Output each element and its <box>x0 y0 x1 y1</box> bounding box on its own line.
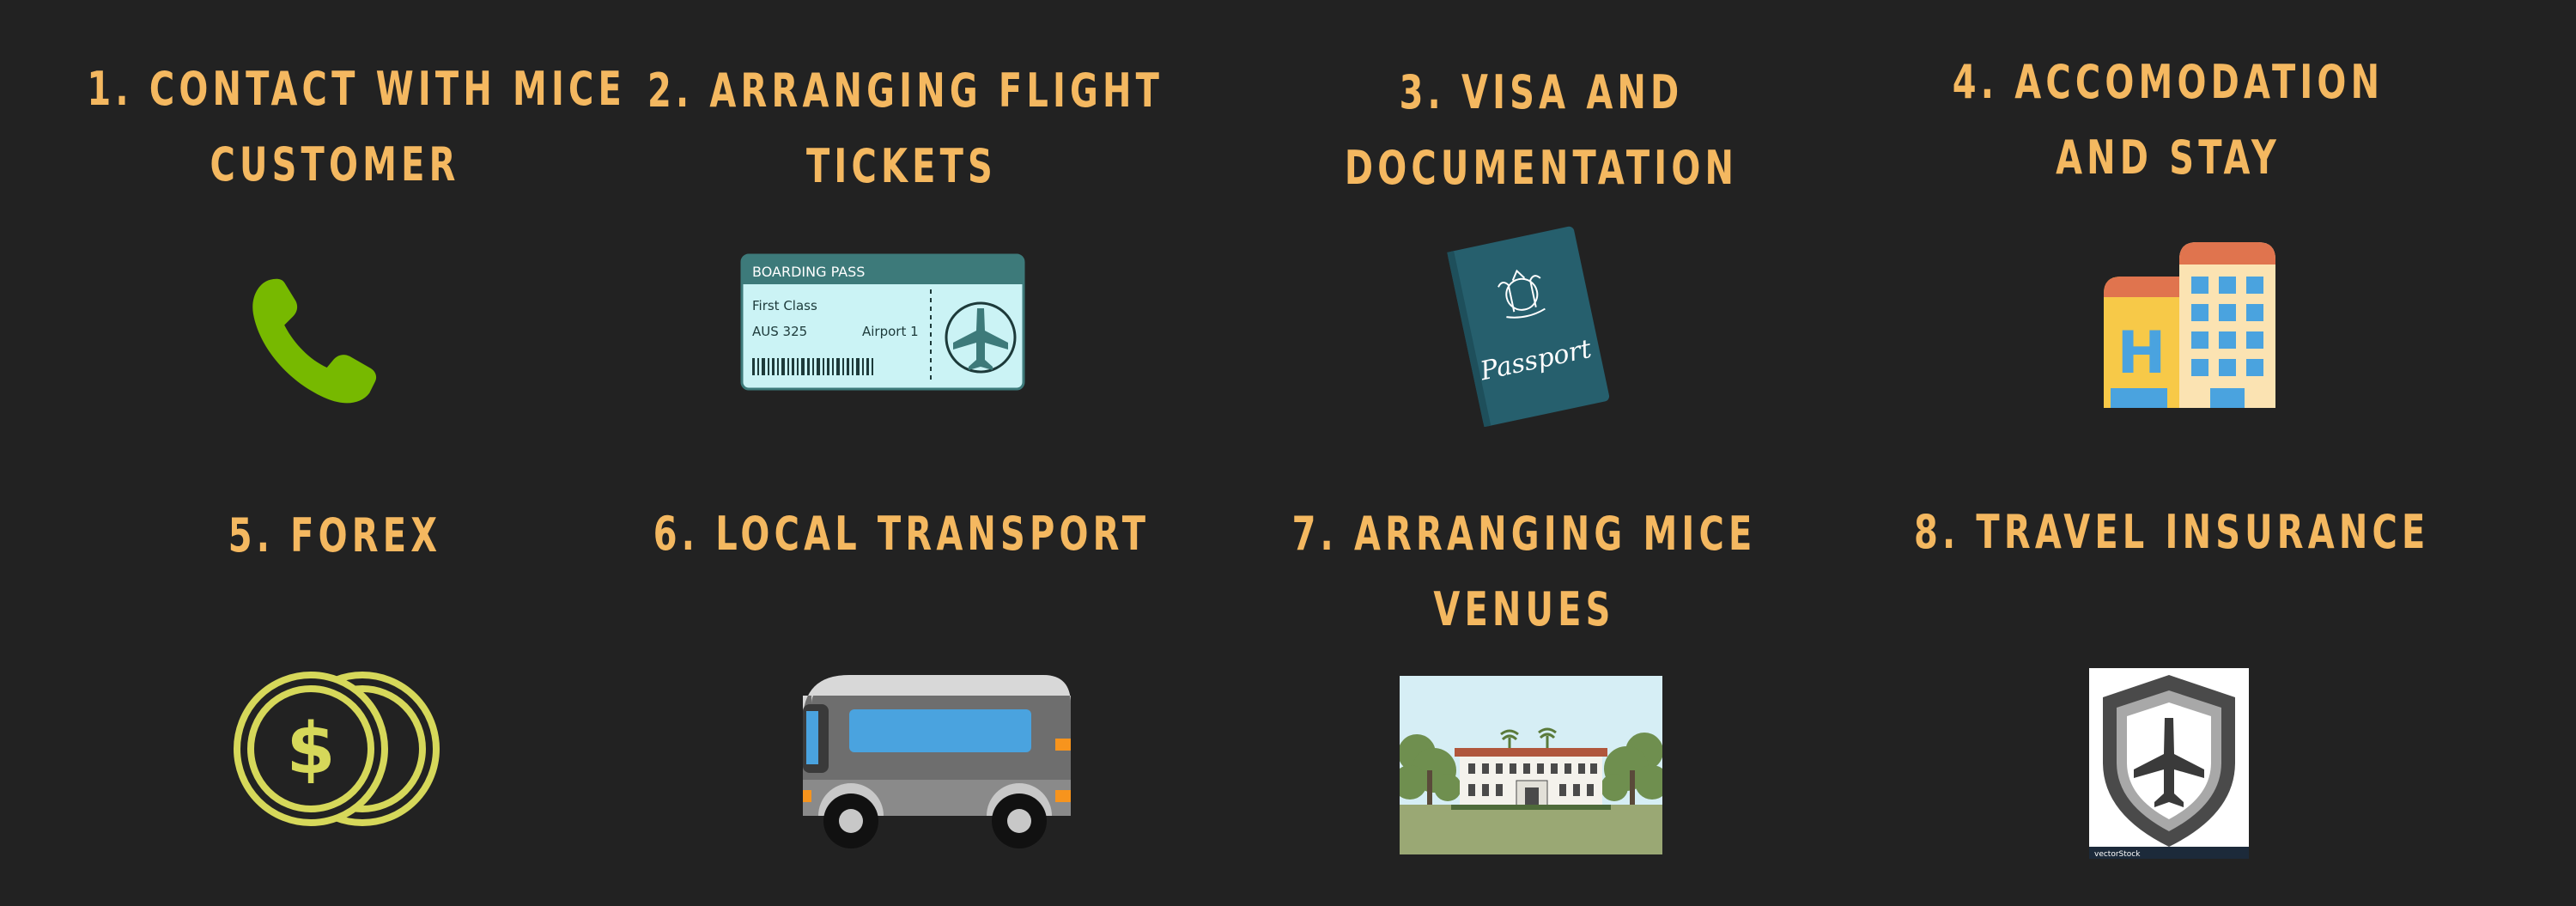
service-title-visa: 3. VISA AND DOCUMENTATION <box>1287 55 1795 206</box>
service-title-line: CUSTOMER <box>210 137 460 192</box>
phone-icon <box>245 266 386 412</box>
service-title-line: 3. VISA AND <box>1399 65 1684 119</box>
service-title-line: TICKETS <box>805 139 997 193</box>
dollar-symbol: $ <box>286 708 335 790</box>
trees <box>1400 733 1662 801</box>
barcode <box>752 358 873 375</box>
service-title-line: 4. ACCOMODATION <box>1952 55 2385 109</box>
airplane-icon <box>2134 718 2204 807</box>
coins-icon: $ <box>230 668 443 830</box>
passport-icon: Passport <box>1438 225 1619 427</box>
service-title-line: 5. FOREX <box>228 508 442 562</box>
service-title-transport: 6. LOCAL TRANSPORT <box>647 496 1156 572</box>
service-title-insurance: 8. TRAVEL INSURANCE <box>1914 495 2430 570</box>
watermark: vectorStock <box>2094 850 2141 859</box>
airplane-icon <box>953 308 1008 370</box>
hotel-icon: H <box>2104 242 2275 408</box>
service-title-contact: 1. CONTACT WITH MICE CUSTOMER <box>87 52 627 203</box>
shield-airplane-icon: vectorStock <box>2089 668 2249 859</box>
service-title-forex: 5. FOREX <box>87 498 582 574</box>
service-title-line: 7. ARRANGING MICE <box>1291 507 1757 561</box>
venue-windows <box>1468 763 1597 796</box>
emblem-icon <box>1498 269 1546 319</box>
boarding-pass-gate: Airport 1 <box>862 324 919 339</box>
hotel-windows <box>2191 277 2263 408</box>
service-title-line: VENUES <box>1433 582 1615 636</box>
hotel-sign: H <box>2117 319 2166 387</box>
venue-image <box>1400 676 1662 854</box>
service-title-line: 8. TRAVEL INSURANCE <box>1914 505 2430 559</box>
boarding-pass-class: First Class <box>752 298 817 313</box>
service-title-line: 6. LOCAL TRANSPORT <box>653 507 1151 561</box>
service-title-line: 1. CONTACT WITH MICE <box>87 62 627 116</box>
service-title-venues: 7. ARRANGING MICE VENUES <box>1270 496 1778 648</box>
service-title-accomodation: 4. ACCOMODATION AND STAY <box>1914 45 2422 196</box>
boarding-pass-header: BOARDING PASS <box>752 264 865 280</box>
bus-icon <box>803 670 1071 852</box>
boarding-pass-icon: BOARDING PASS First Class AUS 325 Airpor… <box>740 253 1025 391</box>
service-title-line: AND STAY <box>2056 131 2281 185</box>
service-title-line: DOCUMENTATION <box>1344 141 1739 195</box>
service-title-line: 2. ARRANGING FLIGHT <box>647 64 1164 118</box>
service-title-flight: 2. ARRANGING FLIGHT TICKETS <box>647 53 1164 204</box>
boarding-pass-flight: AUS 325 <box>752 324 807 339</box>
